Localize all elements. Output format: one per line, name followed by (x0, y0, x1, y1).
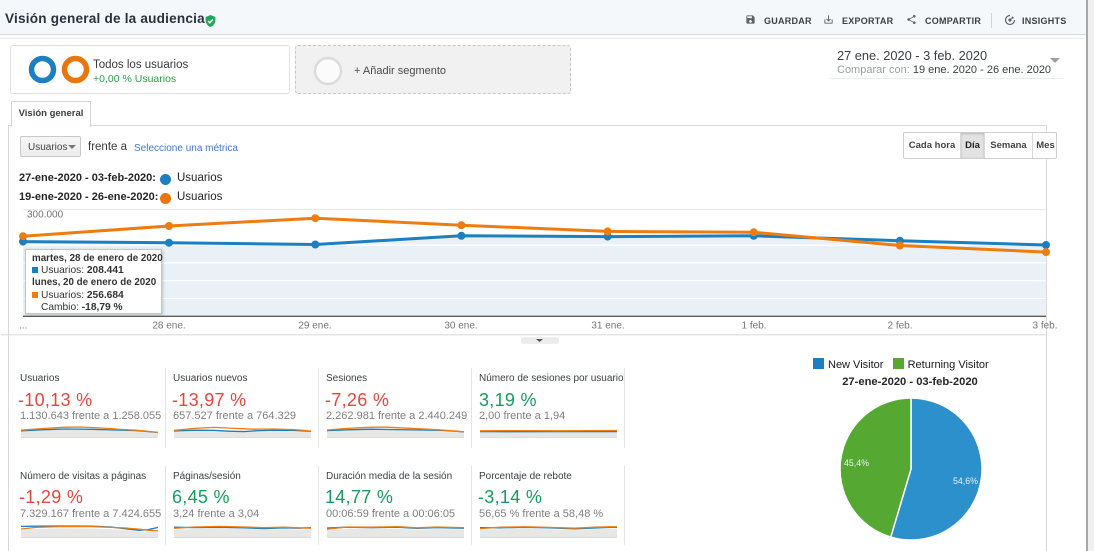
svg-text:2 feb.: 2 feb. (887, 321, 912, 332)
svg-text:3 feb.: 3 feb. (1032, 321, 1057, 332)
svg-text:29 ene.: 29 ene. (298, 321, 331, 332)
svg-text:30 ene.: 30 ene. (444, 321, 477, 332)
svg-text:31 ene.: 31 ene. (591, 321, 624, 332)
svg-text:45,4%: 45,4% (844, 458, 869, 468)
svg-text:300.000: 300.000 (27, 210, 64, 221)
svg-text:28 ene.: 28 ene. (152, 321, 185, 332)
svg-text:...: ... (19, 321, 27, 332)
svg-text:54,6%: 54,6% (953, 476, 978, 486)
svg-text:1 feb.: 1 feb. (741, 321, 766, 332)
